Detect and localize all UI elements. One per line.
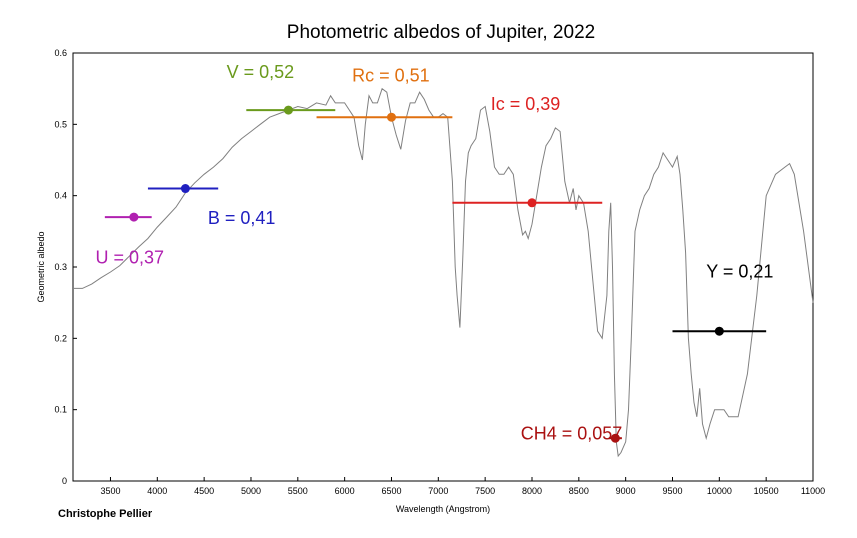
band-ic: Ic = 0,39 — [452, 94, 603, 208]
band-ch4: CH4 = 0,057 — [521, 424, 623, 444]
band-y: Y = 0,21 — [672, 262, 773, 336]
band-point — [283, 105, 293, 115]
author-credit: Christophe Pellier — [58, 508, 153, 520]
y-tick-label: 0.4 — [54, 191, 67, 201]
x-tick-label: 6500 — [381, 486, 401, 496]
band-point — [610, 433, 620, 443]
band-rc: Rc = 0,51 — [316, 66, 453, 122]
x-tick-label: 10000 — [707, 486, 732, 496]
band-point — [129, 212, 139, 222]
x-tick-label: 11000 — [801, 486, 825, 496]
x-tick-label: 8000 — [522, 486, 542, 496]
y-tick-label: 0.3 — [54, 262, 67, 272]
band-point — [180, 184, 190, 194]
photometric-bands: U = 0,37 B = 0,41 V = 0,52 Rc = 0,51 Ic = 0,… — [95, 62, 773, 444]
y-axis-label: Geometric albedo — [36, 231, 46, 302]
band-point — [714, 326, 724, 336]
albedo-spectrum-line — [73, 87, 814, 458]
y-tick-label: 0.6 — [54, 48, 67, 58]
x-axis-label: Wavelength (Angstrom) — [396, 504, 490, 514]
x-tick-label: 5000 — [241, 486, 261, 496]
band-v: V = 0,52 — [227, 62, 336, 115]
band-label: Ic = 0,39 — [491, 94, 561, 114]
band-label: Y = 0,21 — [706, 262, 773, 282]
x-tick-label: 10500 — [754, 486, 779, 496]
x-tick-label: 9000 — [616, 486, 636, 496]
y-tick-label: 0 — [62, 476, 67, 486]
band-label: U = 0,37 — [95, 247, 164, 267]
x-tick-label: 6000 — [335, 486, 355, 496]
x-tick-label: 8500 — [569, 486, 589, 496]
band-label: CH4 = 0,057 — [521, 424, 623, 444]
x-tick-label: 7500 — [475, 486, 495, 496]
x-tick-label: 5500 — [288, 486, 308, 496]
x-tick-label: 9500 — [662, 486, 682, 496]
x-tick-label: 7000 — [428, 486, 448, 496]
band-b: B = 0,41 — [147, 184, 276, 228]
x-tick-label: 3500 — [100, 486, 120, 496]
band-label: Rc = 0,51 — [352, 66, 430, 86]
band-label: V = 0,52 — [227, 62, 295, 82]
chart-title: Photometric albedos of Jupiter, 2022 — [287, 22, 595, 43]
y-tick-label: 0.2 — [54, 333, 67, 343]
x-tick-label: 4500 — [194, 486, 214, 496]
y-tick-label: 0.5 — [54, 119, 67, 129]
band-u: U = 0,37 — [95, 212, 164, 267]
x-tick-label: 4000 — [147, 486, 167, 496]
y-tick-label: 0.1 — [54, 405, 67, 415]
band-point — [386, 112, 396, 122]
band-point — [527, 198, 537, 208]
band-label: B = 0,41 — [208, 208, 276, 228]
x-axis: 3500 4000 4500 5000 5500 6000 6500 7000 7500 8000… — [100, 477, 825, 496]
y-axis: 0 0.1 0.2 0.3 0.4 0.5 0.6 — [54, 48, 77, 486]
